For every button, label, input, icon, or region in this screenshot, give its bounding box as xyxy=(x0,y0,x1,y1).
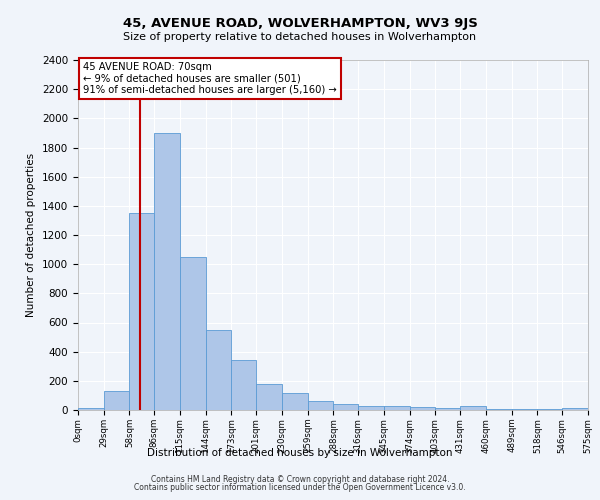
Bar xyxy=(256,384,282,410)
Bar xyxy=(232,360,256,410)
Bar xyxy=(282,393,308,410)
Text: 45, AVENUE ROAD, WOLVERHAMPTON, WV3 9JS: 45, AVENUE ROAD, WOLVERHAMPTON, WV3 9JS xyxy=(122,18,478,30)
Bar xyxy=(180,257,206,410)
Bar xyxy=(308,400,334,410)
Text: Contains HM Land Registry data © Crown copyright and database right 2024.: Contains HM Land Registry data © Crown c… xyxy=(151,475,449,484)
Bar xyxy=(78,408,104,410)
Bar xyxy=(562,408,588,410)
Bar xyxy=(436,408,460,410)
Text: Contains public sector information licensed under the Open Government Licence v3: Contains public sector information licen… xyxy=(134,484,466,492)
Bar xyxy=(384,406,410,410)
Bar xyxy=(334,404,358,410)
Bar xyxy=(358,406,384,410)
Bar xyxy=(410,407,436,410)
Bar xyxy=(460,406,486,410)
Bar xyxy=(154,133,180,410)
Bar xyxy=(130,213,154,410)
Y-axis label: Number of detached properties: Number of detached properties xyxy=(26,153,37,317)
Text: 45 AVENUE ROAD: 70sqm
← 9% of detached houses are smaller (501)
91% of semi-deta: 45 AVENUE ROAD: 70sqm ← 9% of detached h… xyxy=(83,62,337,95)
Text: Distribution of detached houses by size in Wolverhampton: Distribution of detached houses by size … xyxy=(147,448,453,458)
Text: Size of property relative to detached houses in Wolverhampton: Size of property relative to detached ho… xyxy=(124,32,476,42)
Bar xyxy=(104,391,130,410)
Bar xyxy=(206,330,232,410)
